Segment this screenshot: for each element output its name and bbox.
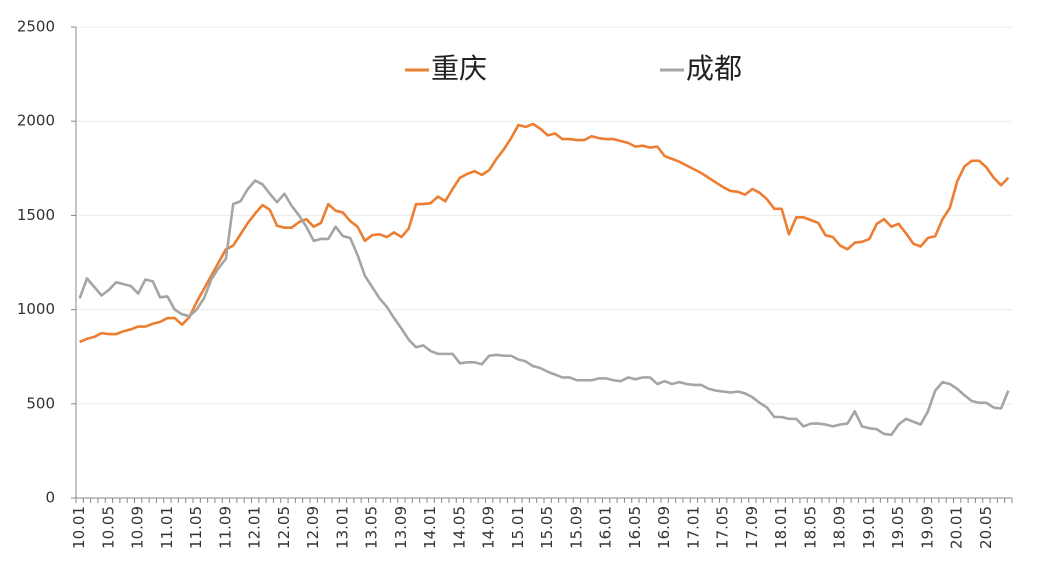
x-tick-label: 18.09 <box>831 506 849 549</box>
x-tick-label: 15.05 <box>538 506 556 549</box>
x-tick-label: 19.09 <box>918 506 936 549</box>
x-tick-label: 17.05 <box>714 506 732 549</box>
y-tick-label: 1000 <box>17 300 55 318</box>
x-tick-label: 20.01 <box>948 506 966 549</box>
series-line <box>79 122 1010 344</box>
x-tick-label: 19.01 <box>860 506 878 549</box>
y-tick-label: 500 <box>26 394 55 412</box>
x-tick-label: 11.05 <box>187 506 205 549</box>
x-tick-label: 16.01 <box>597 506 615 549</box>
x-tick-label: 12.09 <box>304 506 322 549</box>
x-tick-label: 11.01 <box>158 506 176 549</box>
x-tick-label: 14.09 <box>480 506 498 549</box>
x-tick-label: 12.01 <box>246 506 264 549</box>
x-tick-label: 11.09 <box>216 506 234 549</box>
y-tick-label: 2500 <box>17 18 55 36</box>
legend-label: 重庆 <box>431 52 487 85</box>
x-tick-label: 14.01 <box>421 506 439 549</box>
x-tick-label: 10.05 <box>99 506 117 549</box>
x-tick-label: 13.09 <box>392 506 410 549</box>
x-tick-label: 13.01 <box>333 506 351 549</box>
x-tick-label: 15.01 <box>509 506 527 549</box>
series-line <box>78 179 1010 437</box>
x-tick-label: 19.05 <box>889 506 907 549</box>
x-tick-label: 13.05 <box>363 506 381 549</box>
x-tick-label: 17.09 <box>743 506 761 549</box>
x-tick-label: 20.05 <box>977 506 995 549</box>
x-tick-label: 10.01 <box>70 506 88 549</box>
x-tick-label: 17.01 <box>684 506 702 549</box>
x-tick-label: 18.01 <box>772 506 790 549</box>
y-tick-label: 2000 <box>17 112 55 130</box>
x-tick-label: 16.05 <box>626 506 644 549</box>
x-tick-label: 14.05 <box>450 506 468 549</box>
x-tick-label: 15.09 <box>567 506 585 549</box>
y-tick-label: 1500 <box>17 206 55 224</box>
legend-label: 成都 <box>686 52 742 85</box>
y-tick-label: 0 <box>45 489 55 507</box>
x-tick-label: 10.09 <box>129 506 147 549</box>
x-tick-label: 18.05 <box>801 506 819 549</box>
x-tick-label: 16.09 <box>655 506 673 549</box>
x-tick-label: 12.05 <box>275 506 293 549</box>
